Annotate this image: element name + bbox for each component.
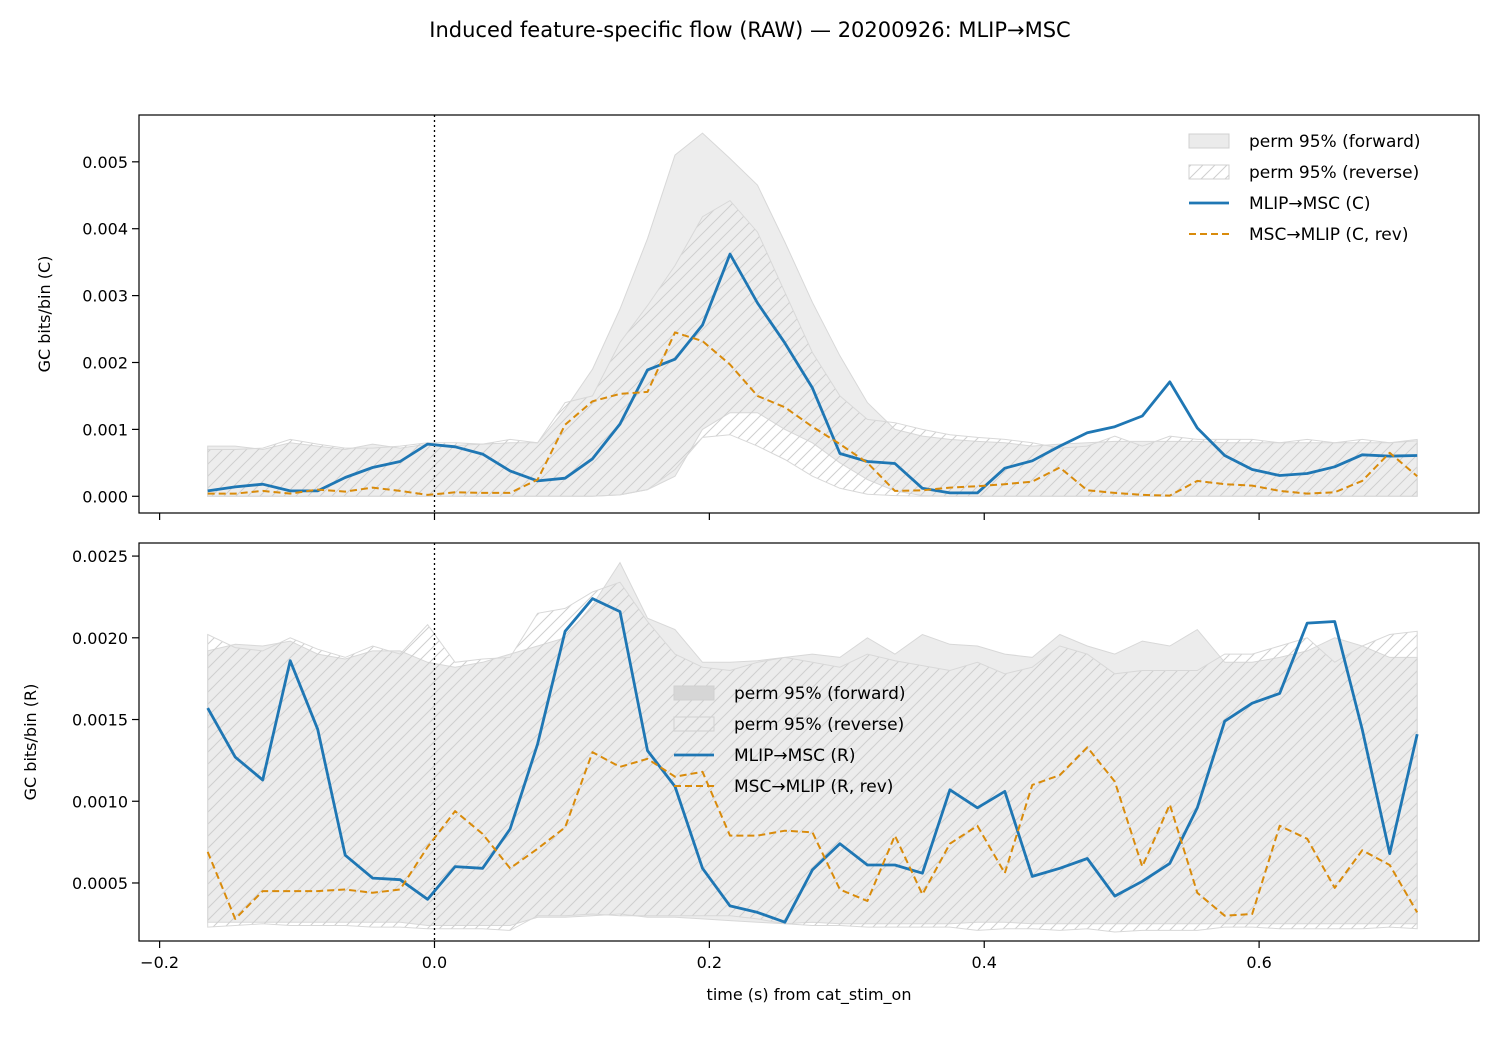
bottom-xtick-label: 0.0 — [422, 953, 447, 972]
bottom-xtick-label: −0.2 — [140, 953, 179, 972]
bottom-xtick-label: 0.2 — [697, 953, 722, 972]
panel-bottom: −0.2 0.0 0.2 0.4 0.6 0.0005 0.0010 0.0015 0.0020… — [21, 542, 1480, 1005]
bottom-ytick-label: 0.0025 — [72, 547, 128, 566]
top-axes-frame — [138, 114, 1480, 514]
bottom-xtick-label: 0.4 — [972, 953, 997, 972]
panel-top: 0.000 0.001 0.002 0.003 0.004 0.005 GC bits/bi… — [35, 114, 1480, 520]
bottom-series-reverse — [206, 746, 1419, 920]
top-ytick-label: 0.003 — [82, 287, 128, 306]
bottom-series-forward — [206, 597, 1419, 924]
top-legend-box — [1185, 128, 1465, 258]
bottom-legend-key-reverse-band — [673, 716, 715, 732]
bottom-ytick-label: 0.0015 — [72, 711, 128, 730]
top-band-reverse — [207, 199, 1418, 497]
bottom-ytick-label: 0.0005 — [72, 874, 128, 893]
top-legend-label: perm 95% (forward) — [1249, 132, 1421, 152]
top-ytick-label: 0.000 — [82, 487, 128, 506]
bottom-legend-label: MSC→MLIP (R, rev) — [734, 777, 893, 797]
top-legend-key-reverse-band — [1188, 164, 1230, 180]
top-ytick-label: 0.005 — [82, 153, 128, 172]
top-legend-key-forward-band — [1188, 133, 1230, 149]
top-legend-label: MSC→MLIP (C, rev) — [1249, 225, 1408, 245]
bottom-legend-label: perm 95% (forward) — [734, 684, 906, 704]
bottom-legend-label: perm 95% (reverse) — [734, 715, 904, 735]
top-series-reverse — [207, 331, 1418, 497]
bottom-legend-label: MLIP→MSC (R) — [734, 746, 855, 766]
top-ytick-label: 0.002 — [82, 353, 128, 372]
bottom-ylabel: GC bits/bin (R) — [21, 684, 40, 801]
bottom-xlabel: time (s) from cat_stim_on — [707, 985, 912, 1005]
bottom-legend-key-forward-band — [673, 685, 715, 701]
bottom-axes-frame — [138, 542, 1480, 942]
top-series-forward — [207, 252, 1418, 495]
figure-title: Induced feature-specific flow (RAW) — 20… — [429, 18, 1071, 42]
top-legend-label: perm 95% (reverse) — [1249, 163, 1419, 183]
bottom-ytick-label: 0.0020 — [72, 629, 128, 648]
top-legend-label: MLIP→MSC (C) — [1249, 194, 1371, 214]
bottom-ytick-label: 0.0010 — [72, 792, 128, 811]
bottom-xtick-label: 0.6 — [1246, 953, 1271, 972]
bottom-band-reverse — [207, 581, 1418, 933]
top-ytick-label: 0.001 — [82, 420, 128, 439]
top-ytick-label: 0.004 — [82, 220, 128, 239]
top-ylabel: GC bits/bin (C) — [35, 256, 54, 373]
